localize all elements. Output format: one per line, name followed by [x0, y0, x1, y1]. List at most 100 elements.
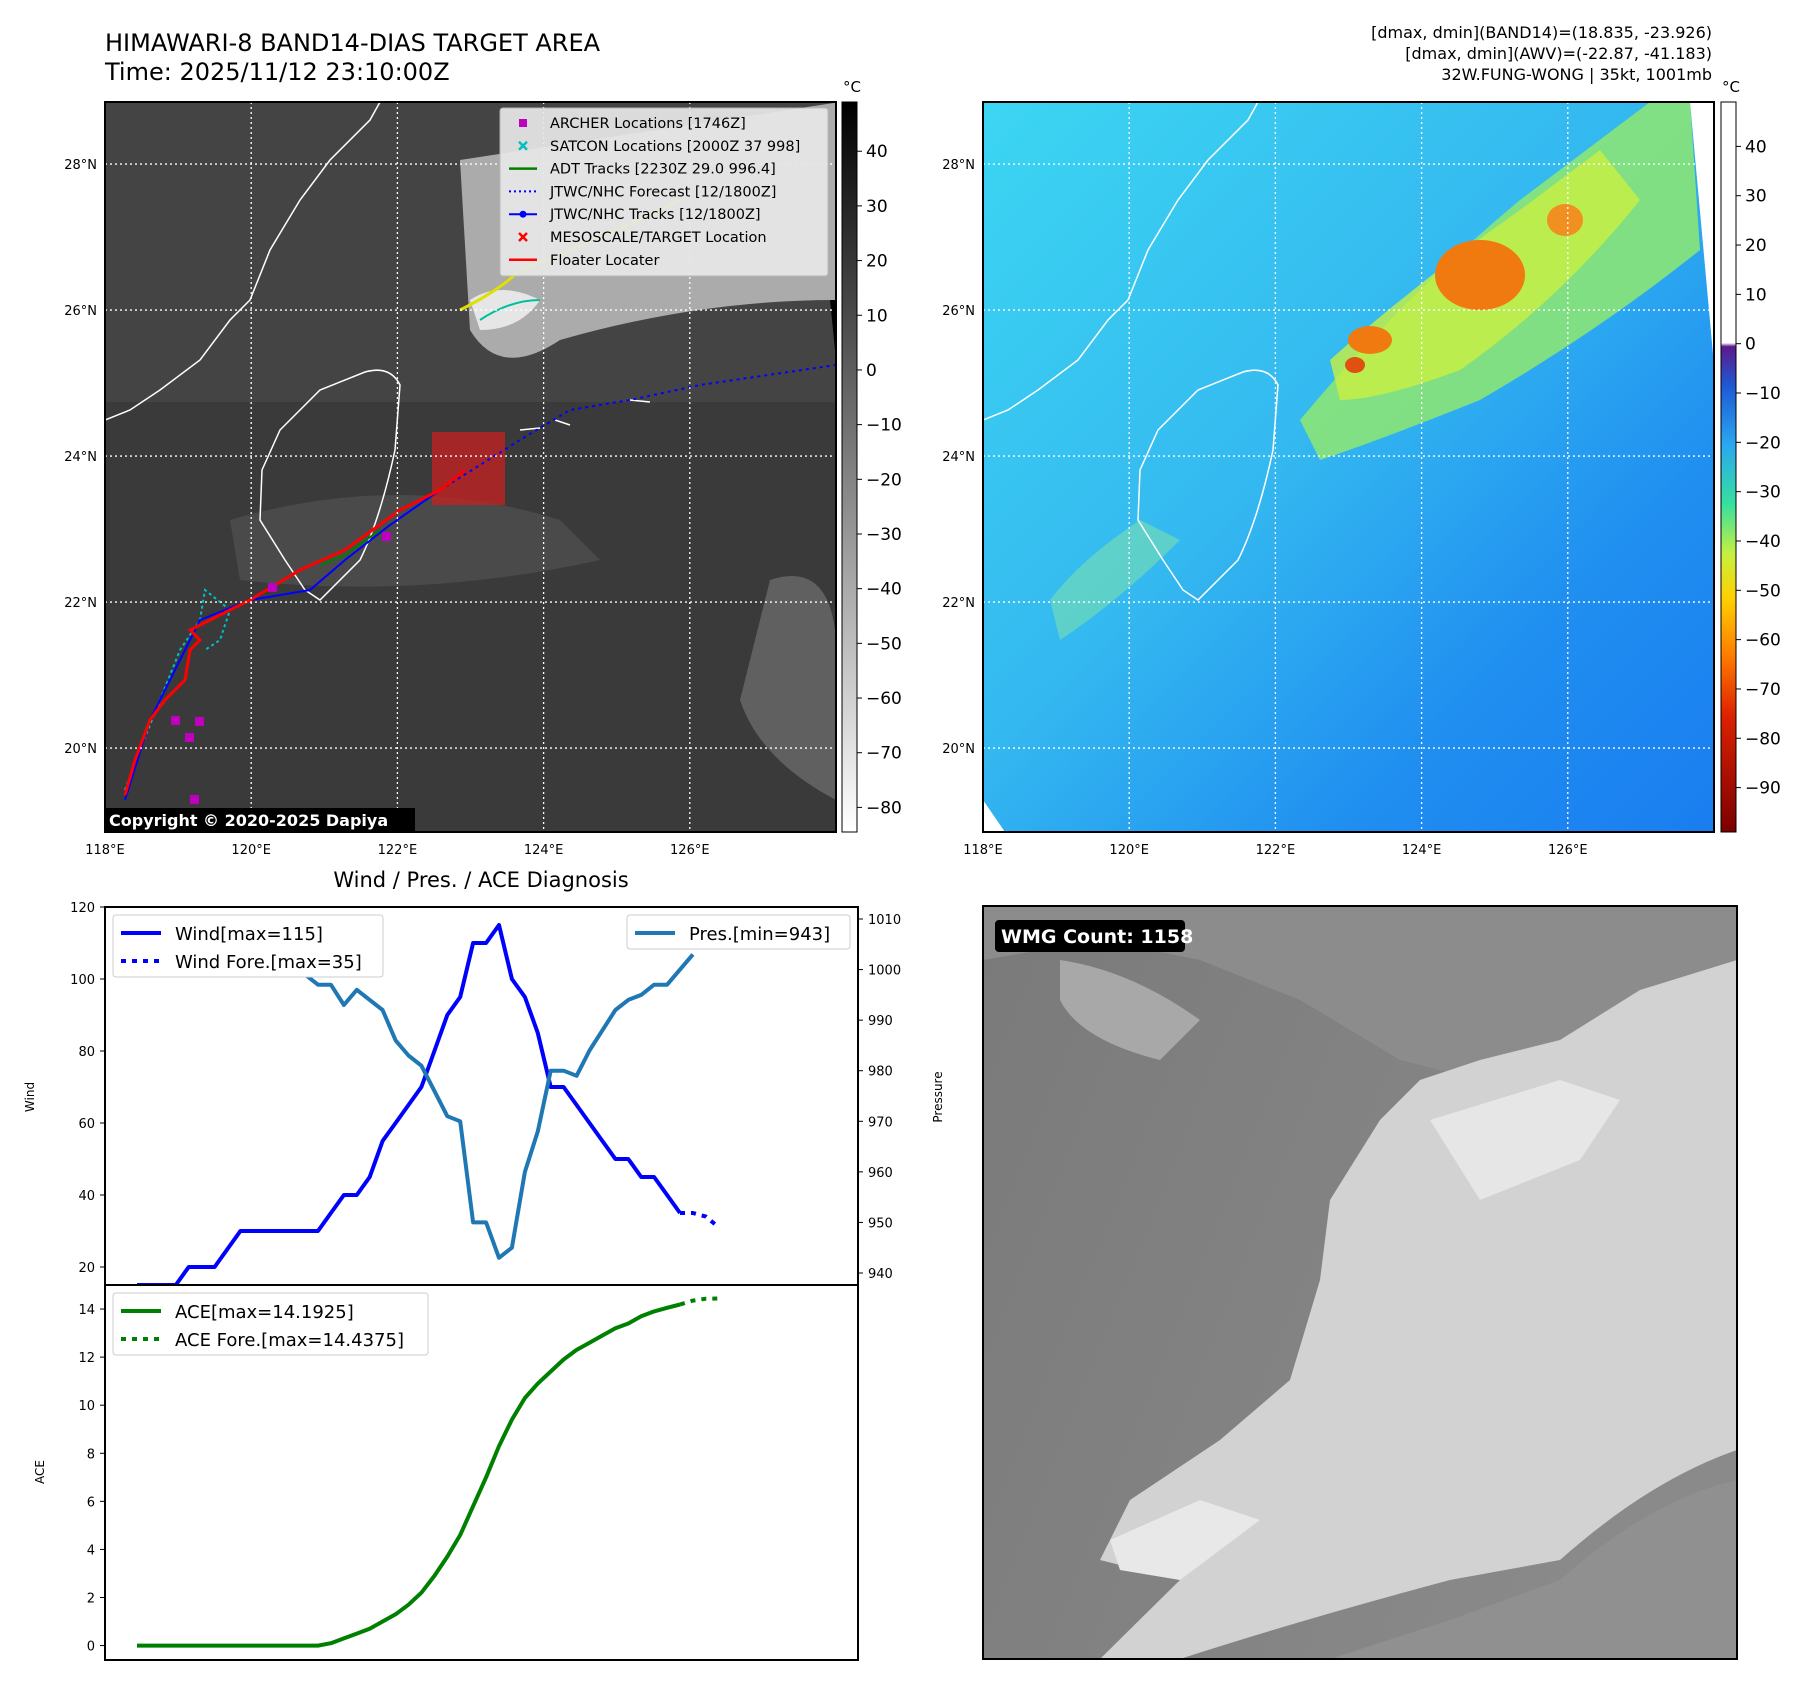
pressure-y-tick-label: 1000: [868, 964, 901, 979]
lon-tick-label: 118°E: [963, 843, 1003, 858]
series-line-ace-fore-: [679, 1296, 719, 1307]
ir-map-panel: 118°E 120°E 122°E 124°E 126°E 28°N 26°N 24°N 22°…: [64, 101, 837, 858]
archer-point: [195, 717, 204, 726]
archer-point: [382, 532, 391, 541]
pressure-y-tick-label: 970: [868, 1115, 893, 1130]
map-legend-box: [499, 107, 829, 277]
wind-y-tick-label: 100: [70, 973, 95, 988]
series-line-ace: [137, 1302, 681, 1648]
lon-tick-label: 126°E: [1548, 843, 1588, 858]
pressure-y-tick-label: 1010: [868, 913, 901, 928]
legend-label: JTWC/NHC Tracks [12/1800Z]: [549, 207, 761, 223]
colorbar-tick-label: −50: [866, 634, 902, 654]
ace-y-tick-label: 2: [87, 1592, 95, 1607]
lat-tick-label: 28°N: [64, 158, 97, 173]
pressure-legend-label: Pres.[min=943]: [689, 924, 830, 945]
colorbar-tick-label: −80: [866, 798, 902, 818]
ir-colorbar-ticks: 40 30 20 10 0 −10 −20 −30 −40 −50 −60 −70 −80: [857, 142, 902, 818]
series-line-wind-fore-: [680, 1211, 721, 1229]
colorbar-tick-label: 20: [866, 252, 888, 272]
archer-point: [171, 716, 180, 725]
awv-deep-convection: [1348, 326, 1392, 354]
ir-colorbar-unit: °C: [843, 78, 861, 96]
archer-point: [268, 583, 277, 592]
lat-tick-label: 26°N: [942, 304, 975, 319]
awv-map-panel: 118°E 120°E 122°E 124°E 126°E 28°N 26°N 24°N 22°…: [942, 101, 1715, 858]
ace-chart-plot: 0 2 4 6 8 10 12 14: [78, 1296, 719, 1655]
ir-coastline-taiwan: [259, 369, 401, 601]
wmg-bright-patch: [1110, 1500, 1260, 1580]
lon-tick-label: 124°E: [1402, 843, 1442, 858]
archer-point: [190, 795, 199, 804]
ace-y-tick-label: 10: [78, 1399, 95, 1414]
wind-y-tick-label: 40: [78, 1189, 95, 1204]
lat-tick-label: 22°N: [942, 596, 975, 611]
copyright-box: [105, 808, 415, 832]
legend-marker-x: [518, 232, 528, 242]
colorbar-tick-label: −20: [866, 470, 902, 490]
colorbar-tick-label: 20: [1745, 236, 1767, 256]
lon-tick-label: 120°E: [231, 843, 271, 858]
awv-map-frame: [982, 101, 1715, 833]
colorbar-tick-label: −30: [866, 525, 902, 545]
colorbar-tick-label: 0: [866, 361, 877, 381]
ir-map-frame: [104, 101, 837, 833]
ir-colorbar: °C 40 30 20 10 0 −10 −20 −30 −40 −50 −60 −70 −80: [841, 78, 902, 833]
pressure-y-tick-label: 990: [868, 1014, 893, 1029]
legend-label: SATCON Locations [2000Z 37 998]: [550, 139, 800, 155]
colorbar-tick-label: −10: [866, 416, 902, 436]
awv-map-gridlines: [983, 102, 1714, 832]
colorbar-tick-label: −50: [1745, 581, 1781, 601]
jtwc-forecast: [439, 364, 836, 491]
pressure-axis-label: Pressure: [931, 1071, 945, 1122]
archer-point: [185, 733, 194, 742]
ir-nodata-edge: [830, 300, 836, 360]
lat-tick-label: 20°N: [64, 742, 97, 757]
ir-contour-teal: [479, 299, 541, 321]
wind-y-tick-label: 20: [78, 1261, 95, 1276]
series-line-wind: [137, 923, 682, 1287]
ir-cloud-southeast: [740, 576, 836, 800]
wmg-frame: [982, 905, 1738, 1660]
ace-y-tick-label: 6: [87, 1495, 95, 1510]
ace-y-tick-label: 0: [87, 1640, 95, 1655]
wind-pressure-chart: 20 40 60 80 100 120 940 950 960 970 980 990 1000 1010…: [23, 901, 945, 1287]
colorbar-tick-label: 30: [866, 197, 888, 217]
wmg-panel: WMG Count: 1158: [982, 905, 1738, 1660]
ace-chart: 0 2 4 6 8 10 12 14 ACE ACE[max=14.1925] ACE For…: [33, 1284, 859, 1661]
colorbar-tick-label: −70: [1745, 680, 1781, 700]
colorbar-tick-label: −10: [1745, 384, 1781, 404]
colorbar-tick-label: −60: [1745, 631, 1781, 651]
ace-axis-label: ACE: [33, 1460, 47, 1484]
pressure-y-tick-label: 950: [868, 1216, 893, 1231]
colorbar-tick-label: −30: [1745, 483, 1781, 503]
legend-label: ARCHER Locations [1746Z]: [550, 116, 746, 132]
legend-label: MESOSCALE/TARGET Location: [550, 230, 767, 246]
wind-legend-box: [112, 914, 384, 978]
colorbar-tick-label: −20: [1745, 433, 1781, 453]
lon-tick-label: 118°E: [85, 843, 125, 858]
colorbar-tick-label: −70: [866, 744, 902, 764]
ace-legend-label: ACE[max=14.1925]: [175, 1302, 354, 1323]
ace-legend-box: [112, 1292, 429, 1356]
lon-tick-label: 122°E: [378, 843, 418, 858]
legend-label: Floater Locater: [550, 253, 659, 269]
legend-marker-x: [518, 140, 528, 151]
pressure-y-tick-label: 940: [868, 1267, 893, 1282]
ace-y-tick-label: 4: [87, 1543, 95, 1558]
wmg-lower-right: [1330, 1480, 1737, 1659]
legend-label: ADT Tracks [2230Z 29.0 996.4]: [550, 162, 776, 178]
wind-legend-label: Wind[max=115]: [175, 924, 323, 945]
pressure-y-tick-label: 980: [868, 1065, 893, 1080]
wmg-count-badge: [995, 920, 1185, 952]
pressure-legend-box: [626, 914, 851, 950]
colorbar-tick-label: 30: [1745, 187, 1767, 207]
ace-forecast-legend-label: ACE Fore.[max=14.4375]: [175, 1330, 404, 1351]
awv-colorbar: °C 40 30 20 10 0 −10 −20 −30 −40 −50 −60 −70 −80 −90: [1720, 78, 1781, 833]
lat-tick-label: 28°N: [942, 158, 975, 173]
ir-colorbar-gradient: [841, 101, 858, 833]
awv-coastline-china: [983, 102, 1259, 421]
wmg-light-patch: [1060, 960, 1200, 1060]
ir-coastline-islands: [519, 399, 651, 431]
